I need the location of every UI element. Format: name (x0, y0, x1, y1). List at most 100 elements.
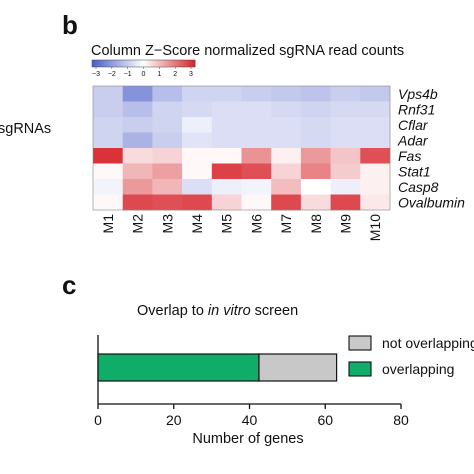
colorbar-segment (186, 60, 189, 67)
heatmap-cell (241, 101, 272, 118)
colorbar-segment (155, 60, 158, 67)
colorbar-segment (124, 60, 127, 67)
heatmap-cell (300, 179, 331, 195)
colorbar-segment (184, 60, 187, 67)
colorbar-segment (105, 60, 108, 67)
legend-label: overlapping (382, 361, 454, 377)
heatmap-cell (122, 132, 153, 149)
colorbar-segment (136, 60, 139, 67)
colorbar-segment (153, 60, 156, 67)
heatmap-row-label: Vps4b (398, 86, 438, 102)
heatmap-cell (93, 179, 123, 195)
heatmap-cell (122, 86, 153, 102)
heatmap-cell (360, 163, 391, 180)
colorbar-segment (181, 60, 184, 67)
heatmap-cell (271, 86, 302, 102)
heatmap-cell (211, 101, 242, 118)
heatmap-cell (300, 132, 331, 149)
colorbar-segment (126, 60, 129, 67)
heatmap-cell (360, 179, 391, 195)
heatmap-grid (93, 86, 391, 211)
colorbar-segment (177, 60, 180, 67)
colorbar-segment (131, 60, 134, 67)
bar-chart-title-prefix: Overlap to (137, 303, 208, 319)
heatmap-cell (271, 132, 302, 149)
colorbar-segment (138, 60, 141, 67)
colorbar-segment (146, 60, 150, 67)
heatmap-cell (211, 194, 242, 211)
colorbar-tick-label: 0 (142, 71, 146, 78)
heatmap-cell (241, 179, 272, 195)
heatmap-cell (360, 86, 391, 102)
heatmap-cell (330, 163, 361, 180)
heatmap-cell (300, 101, 331, 118)
heatmap-cell (93, 148, 123, 164)
colorbar-segment (191, 60, 194, 67)
heatmap-cell (211, 163, 242, 180)
bar-chart: 0 20 40 60 80 (94, 335, 409, 428)
colorbar-segment (128, 60, 131, 67)
colorbar-segment (170, 60, 174, 67)
colorbar-segment (102, 60, 105, 67)
heatmap-cell (330, 179, 361, 195)
colorbar-segment (98, 60, 101, 67)
colorbar-segment (133, 60, 136, 67)
heatmap-column-label: M9 (337, 214, 353, 234)
colorbar-tick-label: 1 (157, 71, 161, 78)
heatmap-cell (330, 101, 361, 118)
colorbar-segment (162, 60, 165, 67)
heatmap-cell (182, 194, 213, 211)
heatmap-cell (152, 179, 183, 195)
heatmap-row-label: Rnf31 (398, 101, 435, 117)
heatmap-cell (330, 132, 361, 149)
heatmap-cell (93, 194, 123, 211)
heatmap-column-labels: M1 M2 M3 M4 M5 M6 M7 M8 M9 M10 (100, 214, 383, 241)
heatmap-cell (152, 132, 183, 149)
heatmap-cell (182, 179, 213, 195)
heatmap-cell (300, 148, 331, 164)
heatmap-cell (211, 132, 242, 149)
colorbar-segment (158, 60, 162, 67)
colorbar-segment (119, 60, 122, 67)
heatmap-cell (182, 86, 213, 102)
heatmap-column-label: M5 (219, 214, 235, 234)
heatmap-row-axis-label: sgRNAs (0, 121, 51, 137)
colorbar-segment (179, 60, 182, 67)
heatmap-cell (271, 148, 302, 164)
heatmap-cell (152, 148, 183, 164)
heatmap-cell (211, 148, 242, 164)
colorbar-segment (109, 60, 112, 67)
heatmap-column-label: M2 (130, 214, 146, 234)
heatmap-colorbar: −3 −2 −1 0 1 2 3 (91, 59, 196, 78)
heatmap-cell (122, 163, 153, 180)
heatmap-cell (360, 132, 391, 149)
colorbar-segment (104, 60, 107, 67)
colorbar-segment (176, 60, 179, 67)
colorbar-segment (167, 60, 170, 67)
colorbar-segment (172, 60, 175, 67)
colorbar-segment (160, 60, 163, 67)
heatmap-cell (271, 194, 302, 211)
colorbar-segment (182, 60, 186, 67)
heatmap-cell (330, 148, 361, 164)
heatmap-cell (330, 194, 361, 211)
heatmap-cell (182, 101, 213, 118)
heatmap-cell (182, 117, 213, 133)
heatmap-cell (300, 163, 331, 180)
colorbar-segment (140, 60, 143, 67)
colorbar-segment (188, 60, 191, 67)
heatmap-cell (182, 148, 213, 164)
heatmap-cell (241, 148, 272, 164)
colorbar-segment (134, 60, 138, 67)
colorbar-segment (193, 60, 196, 67)
colorbar-tick-label: −2 (108, 71, 116, 78)
heatmap-cell (271, 117, 302, 133)
heatmap-cell (211, 179, 242, 195)
heatmap-cell (300, 117, 331, 133)
heatmap-frame (92, 85, 391, 211)
heatmap-column-label: M4 (189, 214, 205, 234)
colorbar-segment (114, 60, 117, 67)
colorbar-segment (112, 60, 115, 67)
heatmap-cell (271, 163, 302, 180)
heatmap-cell (93, 117, 123, 133)
